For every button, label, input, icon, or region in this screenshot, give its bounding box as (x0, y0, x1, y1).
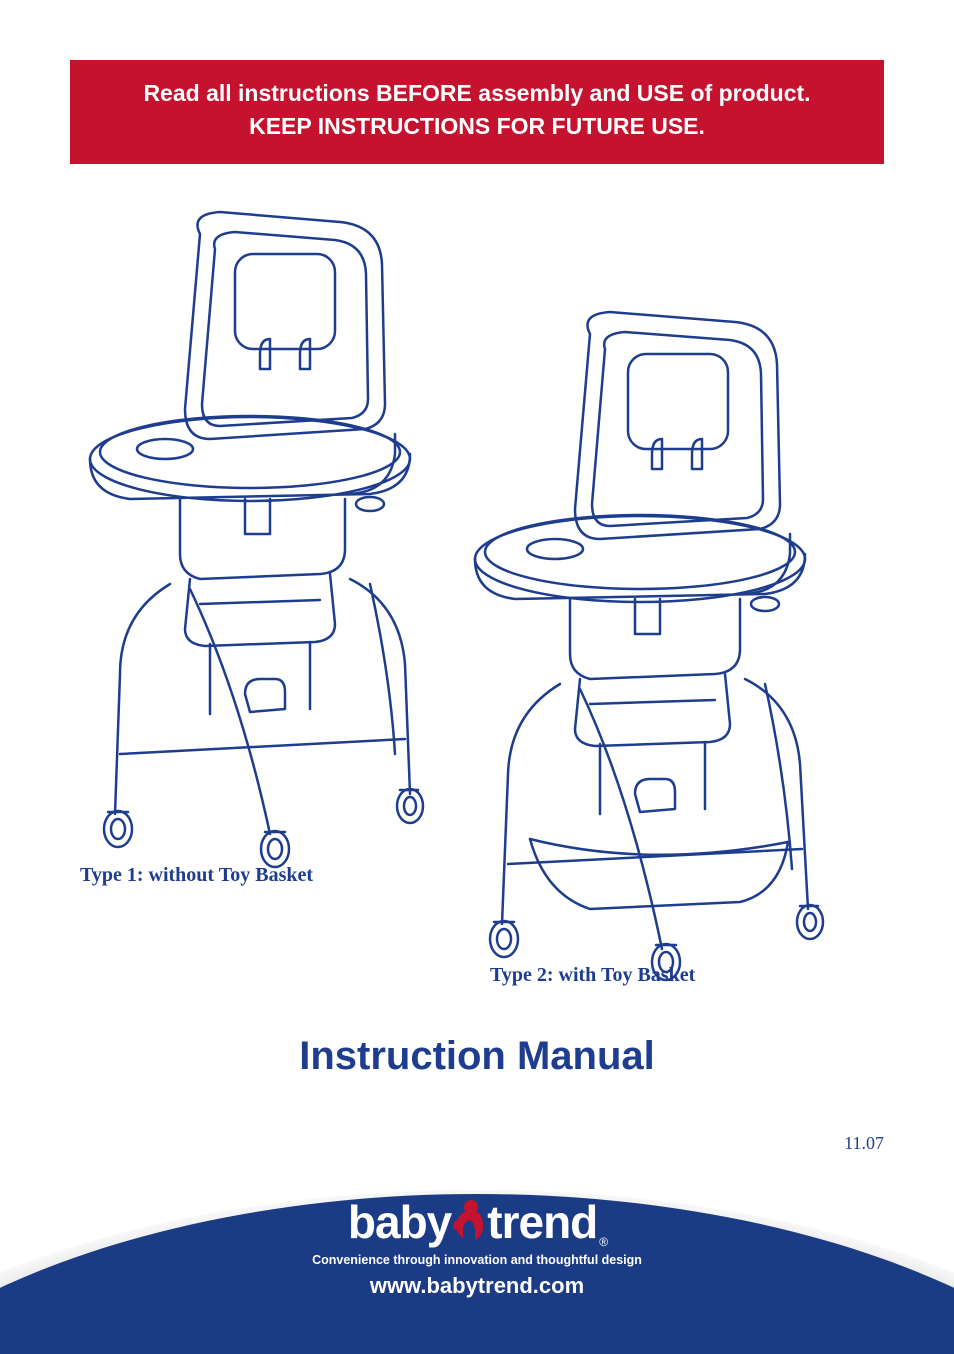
warning-banner: Read all instructions BEFORE assembly an… (70, 60, 884, 164)
website-url: www.babytrend.com (0, 1273, 954, 1299)
logo-text-left: baby (348, 1195, 451, 1249)
document-title: Instruction Manual (0, 1034, 954, 1079)
tagline: Convenience through innovation and thoug… (0, 1253, 954, 1267)
type2-label: Type 2: with Toy Basket (490, 964, 695, 987)
brand-logo: baby trend ® (0, 1194, 954, 1249)
warning-line-2: KEEP INSTRUCTIONS FOR FUTURE USE. (92, 111, 862, 142)
page: Read all instructions BEFORE assembly an… (0, 0, 954, 1354)
illustration-area: Type 1: without Toy Basket Type 2: with … (0, 204, 954, 1024)
footer-content: baby trend ® Convenience through innovat… (0, 1194, 954, 1299)
highchair-type2-illustration (440, 294, 860, 1014)
registered-mark: ® (599, 1235, 608, 1249)
footer: baby trend ® Convenience through innovat… (0, 1124, 954, 1354)
highchair-type1-illustration (60, 194, 460, 894)
baby-silhouette-icon (449, 1198, 489, 1247)
logo-text-right: trend (487, 1195, 597, 1249)
type1-label: Type 1: without Toy Basket (80, 864, 313, 887)
warning-line-1: Read all instructions BEFORE assembly an… (92, 78, 862, 109)
